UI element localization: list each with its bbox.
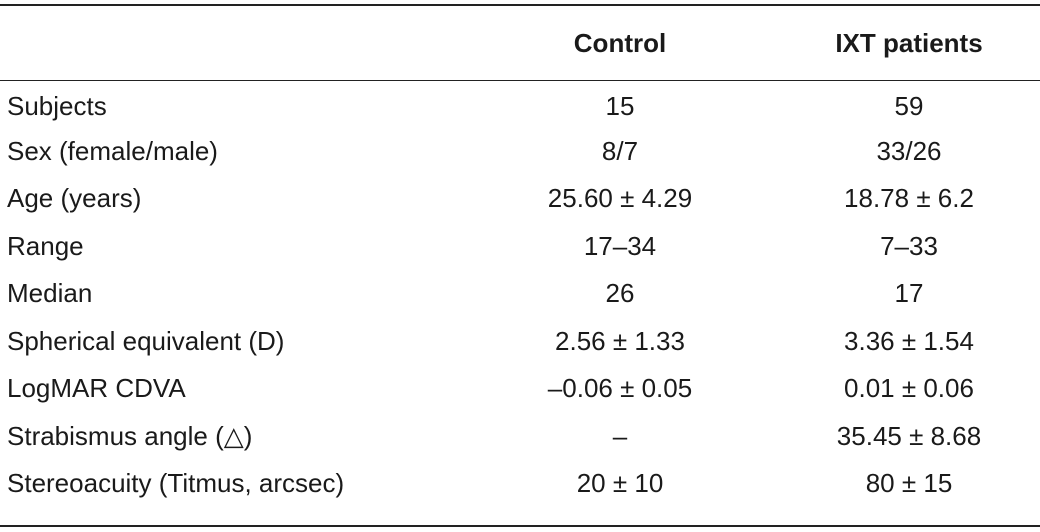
control-value: 2.56 ± 1.33 [555, 325, 685, 356]
ixt-value: 33/26 [876, 135, 942, 166]
control-value: 25.60 ± 4.29 [547, 183, 693, 214]
header-rule [0, 80, 1040, 81]
row-label: LogMAR CDVA [7, 373, 186, 404]
control-value: 8/7 [601, 135, 639, 166]
ixt-value: 3.36 ± 1.54 [844, 325, 974, 356]
ixt-value: 0.01 ± 0.06 [844, 373, 974, 404]
top-rule [0, 4, 1040, 6]
ixt-value: 80 ± 15 [865, 468, 953, 499]
table-row: Spherical equivalent (D) 2.56 ± 1.33 3.3… [0, 318, 1040, 366]
row-label: Median [7, 278, 93, 309]
bottom-rule [0, 525, 1040, 527]
header-row: Control IXT patients [0, 6, 1040, 80]
table-row: Stereoacuity (Titmus, arcsec) 20 ± 10 80… [0, 460, 1040, 508]
table-row: Age (years) 25.60 ± 4.29 18.78 ± 6.2 [0, 175, 1040, 223]
ixt-value: 35.45 ± 8.68 [836, 420, 982, 451]
table-row: Range 17–34 7–33 [0, 223, 1040, 271]
control-value: 15 [605, 91, 635, 122]
control-value: – [612, 420, 628, 451]
row-label: Range [7, 230, 84, 261]
control-value: 26 [605, 278, 635, 309]
table-row: Subjects 15 59 [0, 80, 1040, 128]
control-value: 17–34 [583, 230, 657, 261]
control-value: –0.06 ± 0.05 [547, 373, 693, 404]
ixt-value: 18.78 ± 6.2 [844, 183, 974, 214]
control-value: 20 ± 10 [576, 468, 664, 499]
column-header-label [0, 6, 470, 80]
row-label: Age (years) [7, 183, 142, 214]
column-header-ixt-patients: IXT patients [835, 27, 983, 58]
table-row: Sex (female/male) 8/7 33/26 [0, 128, 1040, 176]
table-row: Strabismus angle (△) – 35.45 ± 8.68 [0, 413, 1040, 461]
ixt-value: 17 [894, 278, 924, 309]
row-label: Subjects [7, 91, 107, 122]
table-row: LogMAR CDVA –0.06 ± 0.05 0.01 ± 0.06 [0, 365, 1040, 413]
comparison-table: Control IXT patients Subjects 15 59 Sex … [0, 6, 1040, 508]
ixt-value: 7–33 [880, 230, 938, 261]
row-label: Stereoacuity (Titmus, arcsec) [7, 468, 345, 499]
table-row: Median 26 17 [0, 270, 1040, 318]
row-label: Strabismus angle (△) [7, 420, 253, 451]
row-label: Spherical equivalent (D) [7, 325, 285, 356]
row-label: Sex (female/male) [7, 135, 218, 166]
column-header-control: Control [573, 27, 667, 58]
ixt-value: 59 [894, 91, 924, 122]
